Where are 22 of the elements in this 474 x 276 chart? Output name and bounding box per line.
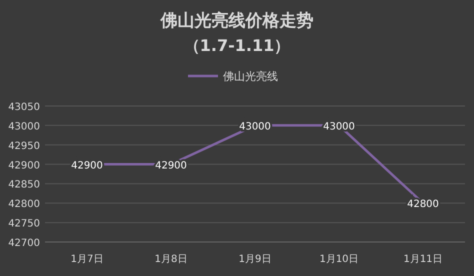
chart-subtitle: （1.7-1.11） bbox=[184, 36, 290, 55]
x-tick-label: 1月9日 bbox=[238, 254, 272, 265]
data-label: 42800 bbox=[407, 199, 439, 210]
legend: 佛山光亮线 bbox=[188, 70, 278, 83]
y-tick-label: 42750 bbox=[8, 218, 40, 230]
y-tick-label: 43000 bbox=[8, 121, 40, 132]
legend-label: 佛山光亮线 bbox=[223, 70, 278, 83]
y-tick-label: 42700 bbox=[8, 238, 40, 249]
chart-title: 佛山光亮线价格走势 bbox=[160, 11, 314, 31]
x-tick-label: 1月10日 bbox=[319, 254, 359, 265]
x-tick-label: 1月8日 bbox=[154, 254, 188, 265]
data-label: 43000 bbox=[239, 121, 271, 132]
data-label: 43000 bbox=[323, 121, 355, 132]
data-label: 42900 bbox=[155, 160, 187, 172]
y-tick-label: 42850 bbox=[8, 180, 40, 191]
y-tick-label: 42800 bbox=[8, 199, 40, 210]
y-tick-label: 42900 bbox=[8, 160, 40, 172]
y-tick-label: 43050 bbox=[8, 102, 40, 113]
x-tick-label: 1月11日 bbox=[403, 254, 443, 265]
y-tick-label: 42950 bbox=[8, 140, 40, 152]
x-tick-label: 1月7日 bbox=[70, 254, 104, 265]
data-label: 42900 bbox=[71, 160, 103, 172]
